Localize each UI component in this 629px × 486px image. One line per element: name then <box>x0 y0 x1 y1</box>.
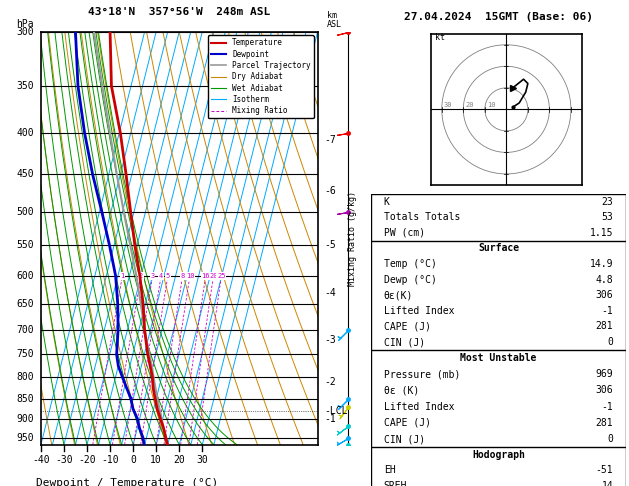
Text: Pressure (mb): Pressure (mb) <box>384 369 460 379</box>
Text: -3: -3 <box>324 335 336 345</box>
Text: 281: 281 <box>596 321 613 331</box>
Text: 900: 900 <box>16 414 34 424</box>
Text: Lifted Index: Lifted Index <box>384 401 454 412</box>
Text: km
ASL: km ASL <box>327 11 342 29</box>
Text: 400: 400 <box>16 128 34 138</box>
Text: Surface: Surface <box>478 243 519 253</box>
Text: 25: 25 <box>217 273 226 279</box>
Text: Totals Totals: Totals Totals <box>384 212 460 223</box>
Text: 1.15: 1.15 <box>589 228 613 238</box>
Text: CIN (J): CIN (J) <box>384 434 425 444</box>
Text: CAPE (J): CAPE (J) <box>384 321 431 331</box>
Text: 306: 306 <box>596 290 613 300</box>
Text: 750: 750 <box>16 349 34 360</box>
Text: 30: 30 <box>444 102 452 108</box>
Text: 281: 281 <box>596 418 613 428</box>
Text: 700: 700 <box>16 325 34 335</box>
Text: SREH: SREH <box>384 481 408 486</box>
Text: 800: 800 <box>16 372 34 382</box>
Text: -30: -30 <box>55 455 73 465</box>
Text: 1: 1 <box>120 273 125 279</box>
Text: kt: kt <box>435 34 445 42</box>
Text: -1: -1 <box>324 414 336 424</box>
Text: 27.04.2024  15GMT (Base: 06): 27.04.2024 15GMT (Base: 06) <box>404 12 593 22</box>
Text: -1: -1 <box>601 401 613 412</box>
Text: Dewp (°C): Dewp (°C) <box>384 275 437 285</box>
Text: Temp (°C): Temp (°C) <box>384 259 437 269</box>
Text: -LCL: -LCL <box>324 406 347 416</box>
Text: 20: 20 <box>174 455 185 465</box>
Text: -2: -2 <box>324 377 336 386</box>
Text: 300: 300 <box>16 27 34 36</box>
Text: Mixing Ratio (g/kg): Mixing Ratio (g/kg) <box>348 191 357 286</box>
Text: 600: 600 <box>16 271 34 281</box>
Text: 4.8: 4.8 <box>596 275 613 285</box>
Text: Dewpoint / Temperature (°C): Dewpoint / Temperature (°C) <box>36 478 218 486</box>
Text: 450: 450 <box>16 170 34 179</box>
Text: 10: 10 <box>186 273 194 279</box>
Text: 500: 500 <box>16 207 34 217</box>
Text: -5: -5 <box>324 240 336 250</box>
Text: -1: -1 <box>601 306 613 316</box>
Text: 0: 0 <box>607 337 613 347</box>
Text: -6: -6 <box>324 186 336 196</box>
Text: 10: 10 <box>487 102 496 108</box>
Text: K: K <box>384 197 390 207</box>
Text: 16: 16 <box>201 273 210 279</box>
Text: 14.9: 14.9 <box>589 259 613 269</box>
Text: 850: 850 <box>16 394 34 403</box>
Text: 14: 14 <box>601 481 613 486</box>
Text: 53: 53 <box>601 212 613 223</box>
Text: 5: 5 <box>166 273 170 279</box>
Text: Lifted Index: Lifted Index <box>384 306 454 316</box>
Text: Most Unstable: Most Unstable <box>460 353 537 363</box>
Text: hPa: hPa <box>16 19 33 29</box>
Text: 4: 4 <box>159 273 164 279</box>
Text: 2: 2 <box>139 273 143 279</box>
Text: PW (cm): PW (cm) <box>384 228 425 238</box>
Text: CAPE (J): CAPE (J) <box>384 418 431 428</box>
Text: 650: 650 <box>16 299 34 309</box>
Text: -20: -20 <box>78 455 96 465</box>
Text: θε(K): θε(K) <box>384 290 413 300</box>
Text: 969: 969 <box>596 369 613 379</box>
Text: 306: 306 <box>596 385 613 396</box>
Text: -7: -7 <box>324 135 336 145</box>
Text: EH: EH <box>384 466 396 475</box>
Text: 23: 23 <box>601 197 613 207</box>
Text: 350: 350 <box>16 81 34 91</box>
Text: -4: -4 <box>324 288 336 298</box>
Text: -40: -40 <box>32 455 50 465</box>
Text: 30: 30 <box>196 455 208 465</box>
Text: 950: 950 <box>16 433 34 443</box>
Text: -51: -51 <box>596 466 613 475</box>
Text: 550: 550 <box>16 240 34 250</box>
Text: 10: 10 <box>150 455 162 465</box>
Text: θε (K): θε (K) <box>384 385 419 396</box>
Text: CIN (J): CIN (J) <box>384 337 425 347</box>
Text: 0: 0 <box>607 434 613 444</box>
Text: 3: 3 <box>150 273 155 279</box>
Legend: Temperature, Dewpoint, Parcel Trajectory, Dry Adiabat, Wet Adiabat, Isotherm, Mi: Temperature, Dewpoint, Parcel Trajectory… <box>208 35 314 118</box>
Text: -10: -10 <box>101 455 119 465</box>
Text: 8: 8 <box>181 273 185 279</box>
Text: 43°18'N  357°56'W  248m ASL: 43°18'N 357°56'W 248m ASL <box>88 7 270 17</box>
Text: 20: 20 <box>465 102 474 108</box>
Text: Hodograph: Hodograph <box>472 450 525 460</box>
Text: 20: 20 <box>209 273 218 279</box>
Text: 0: 0 <box>130 455 136 465</box>
